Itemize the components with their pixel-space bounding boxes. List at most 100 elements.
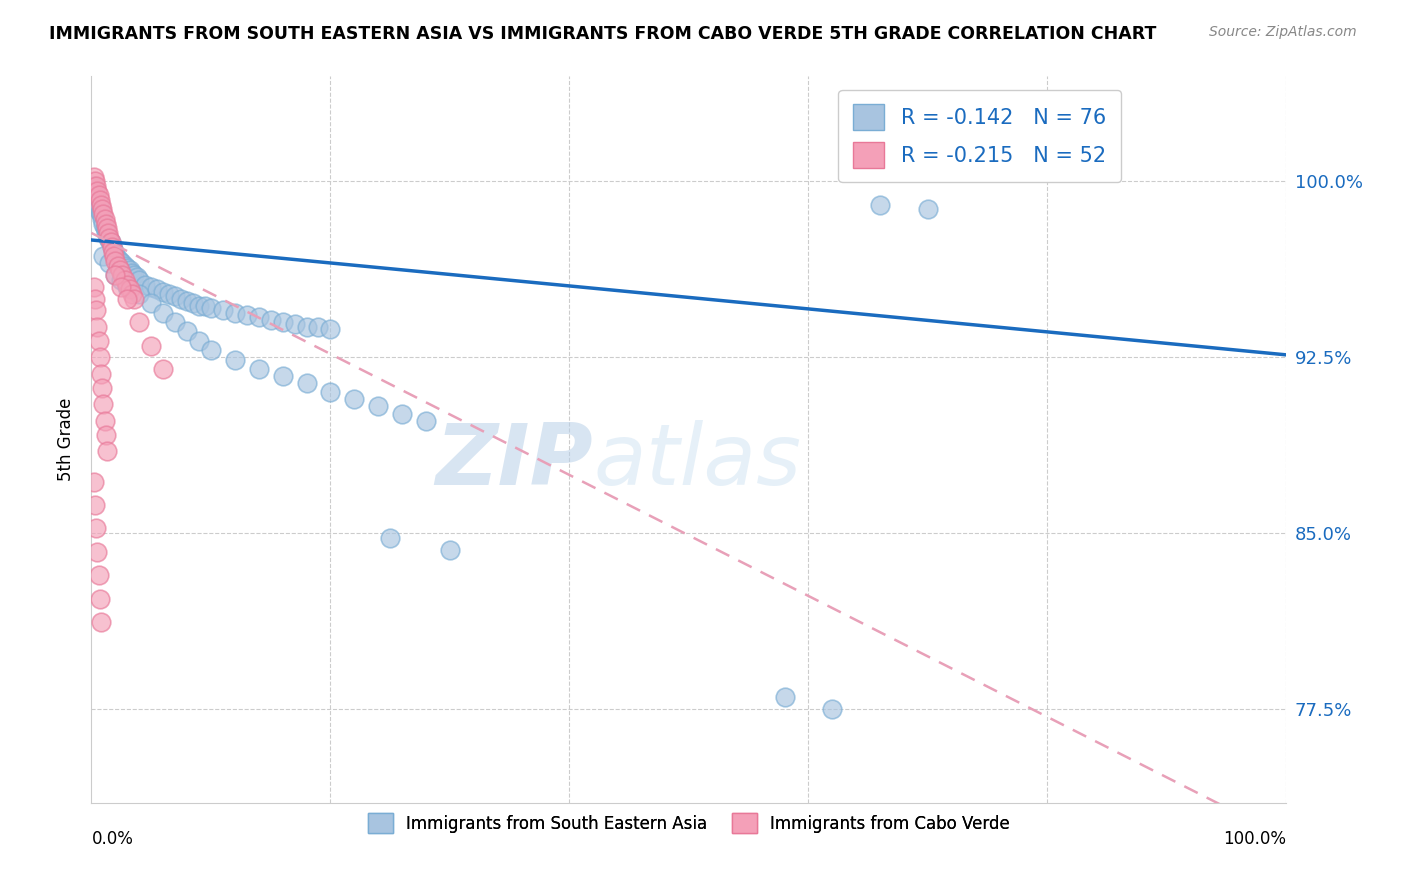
Point <box>89 204 111 219</box>
Point <box>152 285 174 299</box>
Point <box>235 308 259 322</box>
Point <box>128 287 150 301</box>
Text: Source: ZipAtlas.com: Source: ZipAtlas.com <box>1209 25 1357 39</box>
Point <box>319 385 342 400</box>
Point <box>83 169 105 184</box>
Point <box>170 292 193 306</box>
Point <box>114 259 136 273</box>
Point <box>118 263 141 277</box>
Point <box>86 545 108 559</box>
Point <box>259 312 281 326</box>
Point <box>125 270 148 285</box>
Point <box>101 244 124 259</box>
Point <box>114 273 136 287</box>
Point <box>84 191 107 205</box>
Point <box>146 282 169 296</box>
Point <box>917 202 939 217</box>
Point <box>224 352 246 367</box>
Point <box>295 376 318 390</box>
Point <box>200 301 222 315</box>
Point <box>100 240 122 254</box>
Point <box>124 268 146 282</box>
Point <box>84 521 107 535</box>
Point <box>86 195 108 210</box>
Point <box>128 273 150 287</box>
Point <box>103 249 125 263</box>
Point <box>83 179 105 194</box>
Point <box>86 319 108 334</box>
Point <box>91 202 114 217</box>
Point <box>115 280 138 294</box>
Point <box>134 277 156 292</box>
Point <box>224 306 246 320</box>
Point <box>101 243 124 257</box>
Point <box>111 268 134 282</box>
Point <box>93 397 114 411</box>
Point <box>271 315 294 329</box>
Point <box>141 296 162 310</box>
Point <box>284 318 307 332</box>
Point <box>104 247 127 261</box>
Point <box>107 252 129 266</box>
Point <box>152 306 174 320</box>
Point <box>87 334 110 348</box>
Point <box>163 315 186 329</box>
Point <box>83 280 105 294</box>
Point <box>141 338 162 352</box>
Point <box>108 254 131 268</box>
Text: 100.0%: 100.0% <box>1223 830 1286 848</box>
Point <box>100 240 122 254</box>
Point <box>90 198 112 212</box>
Point <box>104 268 127 282</box>
Point <box>90 367 112 381</box>
Point <box>319 322 342 336</box>
Point <box>94 224 117 238</box>
Text: IMMIGRANTS FROM SOUTH EASTERN ASIA VS IMMIGRANTS FROM CABO VERDE 5TH GRADE CORRE: IMMIGRANTS FROM SOUTH EASTERN ASIA VS IM… <box>49 25 1157 43</box>
Point <box>307 319 329 334</box>
Point <box>100 235 122 250</box>
Point <box>247 362 270 376</box>
Point <box>821 702 844 716</box>
Point <box>97 226 120 240</box>
Point <box>103 244 125 259</box>
Point <box>176 293 198 308</box>
Point <box>439 542 461 557</box>
Point <box>108 263 131 277</box>
Point <box>141 280 162 294</box>
Point <box>115 277 138 292</box>
Point <box>121 266 143 280</box>
Point <box>181 296 204 310</box>
Text: 0.0%: 0.0% <box>91 830 134 848</box>
Point <box>118 282 141 296</box>
Point <box>96 444 118 458</box>
Point <box>84 174 107 188</box>
Point <box>271 369 294 384</box>
Point <box>343 392 366 407</box>
Point <box>187 299 211 313</box>
Point <box>94 427 117 442</box>
Point <box>91 211 114 226</box>
Point <box>86 184 108 198</box>
Point <box>176 325 198 339</box>
Point <box>87 188 110 202</box>
Point <box>152 362 174 376</box>
Y-axis label: 5th Grade: 5th Grade <box>58 398 76 481</box>
Point <box>83 475 105 489</box>
Point <box>98 256 121 270</box>
Text: atlas: atlas <box>593 419 801 502</box>
Point <box>211 303 233 318</box>
Point <box>84 498 107 512</box>
Point <box>84 292 107 306</box>
Point <box>124 292 146 306</box>
Point <box>163 289 186 303</box>
Point <box>110 280 132 294</box>
Point <box>98 233 121 247</box>
Text: ZIP: ZIP <box>436 419 593 502</box>
Point <box>367 400 389 414</box>
Point <box>97 230 120 244</box>
Point <box>87 200 110 214</box>
Point <box>104 254 127 268</box>
Point <box>104 268 127 282</box>
Point <box>91 381 114 395</box>
Point <box>84 186 107 200</box>
